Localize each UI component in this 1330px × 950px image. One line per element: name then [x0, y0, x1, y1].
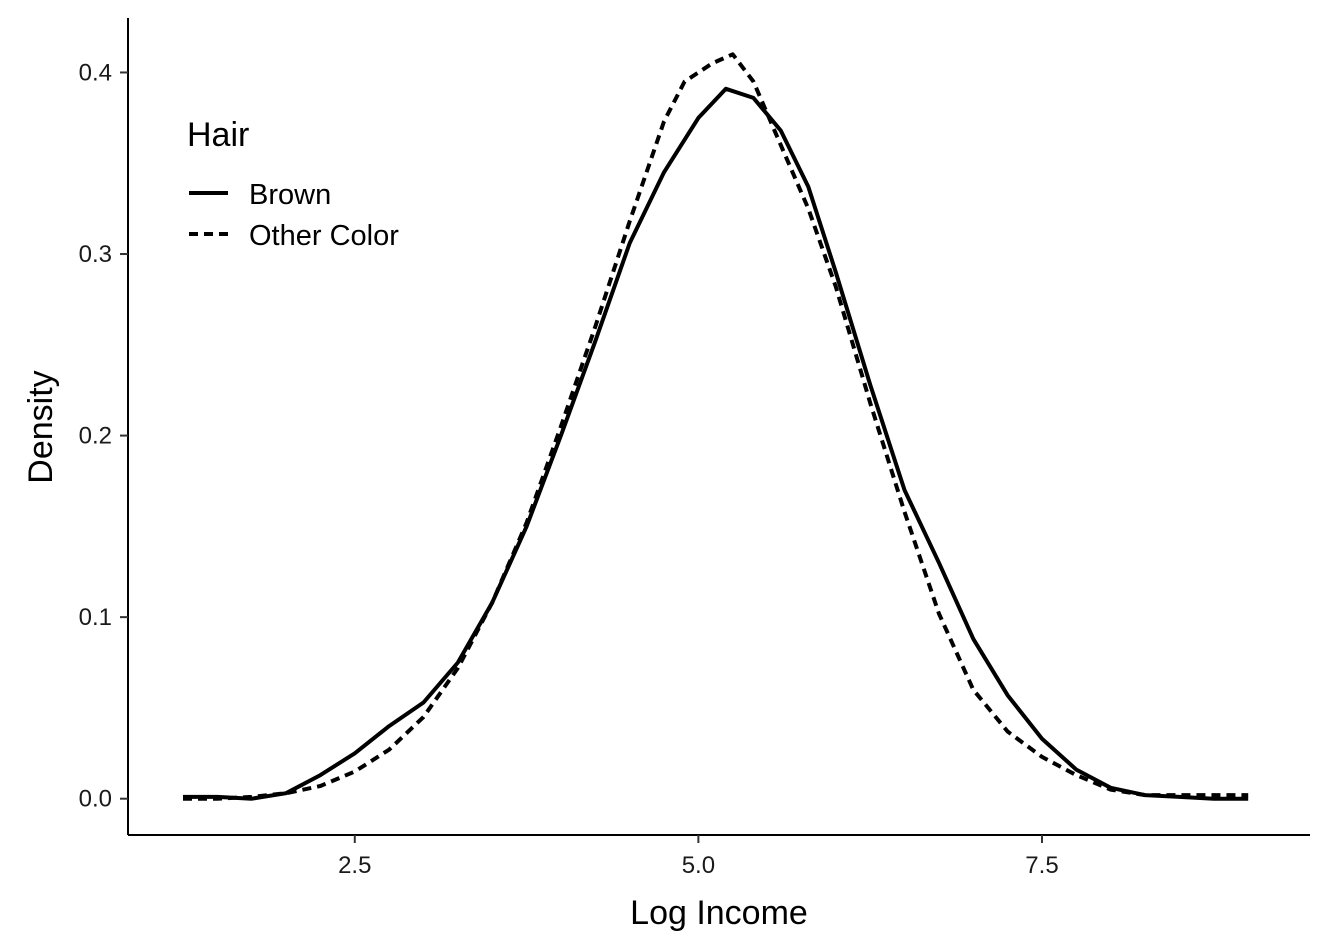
legend-label-other-color: Other Color [249, 220, 399, 252]
series-line-brown [183, 86, 1249, 801]
y-tick-label: 0.3 [79, 241, 112, 268]
x-tick-label: 2.5 [338, 852, 371, 879]
y-axis-title: Density [22, 370, 60, 483]
legend: Hair Brown Other Color [187, 116, 399, 252]
legend-title: Hair [187, 116, 249, 154]
y-tick-label: 0.1 [79, 604, 112, 631]
legend-label-brown: Brown [249, 179, 331, 211]
y-tick-label: 0.4 [79, 59, 112, 86]
y-axis-ticks: 0.0 0.1 0.2 0.3 0.4 [79, 59, 128, 813]
series-line-other-color [183, 52, 1249, 801]
x-tick-label: 7.5 [1025, 852, 1058, 879]
y-tick-label: 0.0 [79, 786, 112, 813]
plot-area [183, 52, 1249, 801]
x-axis-ticks: 2.5 5.0 7.5 [338, 835, 1059, 879]
y-tick-label: 0.2 [79, 423, 112, 450]
x-tick-label: 5.0 [682, 852, 715, 879]
x-axis-title: Log Income [630, 894, 808, 932]
